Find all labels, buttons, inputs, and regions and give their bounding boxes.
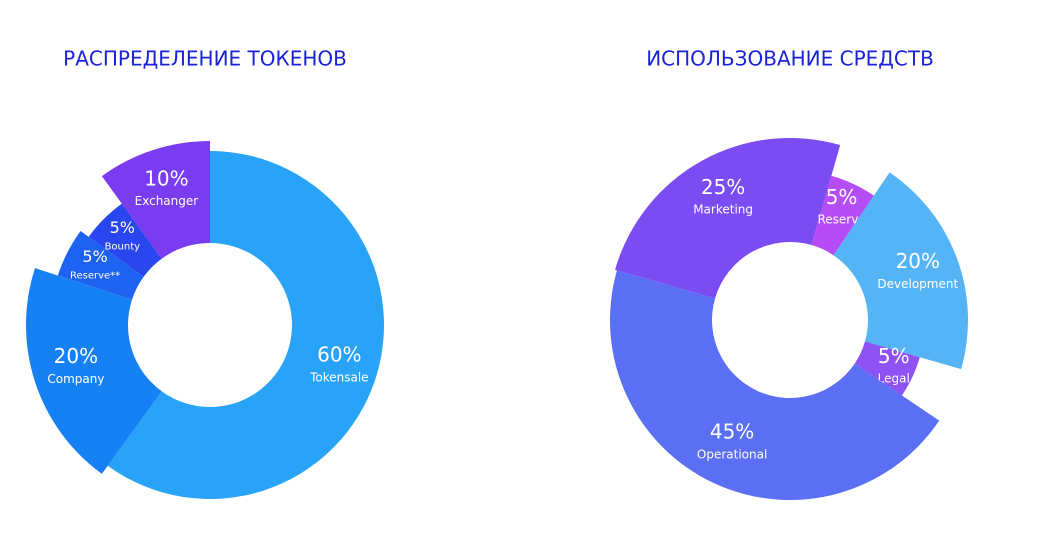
pie-slice xyxy=(610,270,940,500)
pie-slice xyxy=(811,175,874,256)
slice-category-label: Legal xyxy=(878,372,910,386)
slice-value-label: 25% xyxy=(701,175,745,199)
pie-slice xyxy=(57,230,144,300)
slice-value-label: 45% xyxy=(710,420,754,444)
slice-category-label: Company xyxy=(47,372,104,386)
slice-category-label: Reserve** xyxy=(70,270,120,281)
slice-value-label: 5% xyxy=(826,185,858,209)
slice-value-label: 20% xyxy=(54,344,98,368)
slice-value-label: 60% xyxy=(317,343,361,367)
chart-title: РАСПРЕДЕЛЕНИЕ ТОКЕНОВ xyxy=(63,47,347,71)
pie-slice xyxy=(88,203,162,277)
pie-slice xyxy=(615,137,841,299)
pie-slice xyxy=(833,172,968,370)
slice-category-label: Tokensale xyxy=(309,370,368,384)
slice-category-label: Bounty xyxy=(105,241,141,252)
slice-category-label: Exchanger xyxy=(135,194,199,208)
slice-value-label: 5% xyxy=(82,247,107,266)
pie-slice xyxy=(101,141,210,259)
slice-value-label: 20% xyxy=(896,249,940,273)
pie-slice xyxy=(25,268,162,474)
slice-value-label: 10% xyxy=(144,166,188,190)
slice-category-label: Marketing xyxy=(693,203,753,217)
slice-category-label: Operational xyxy=(697,447,767,461)
slice-value-label: 5% xyxy=(110,218,135,237)
slice-value-label: 5% xyxy=(878,344,910,368)
chart-title: ИСПОЛЬЗОВАНИЕ СРЕДСТВ xyxy=(646,47,934,71)
pie-slice xyxy=(107,151,384,499)
slice-category-label: Reserve xyxy=(817,213,865,227)
slice-category-label: Development xyxy=(877,277,958,291)
pie-slice xyxy=(854,341,920,396)
